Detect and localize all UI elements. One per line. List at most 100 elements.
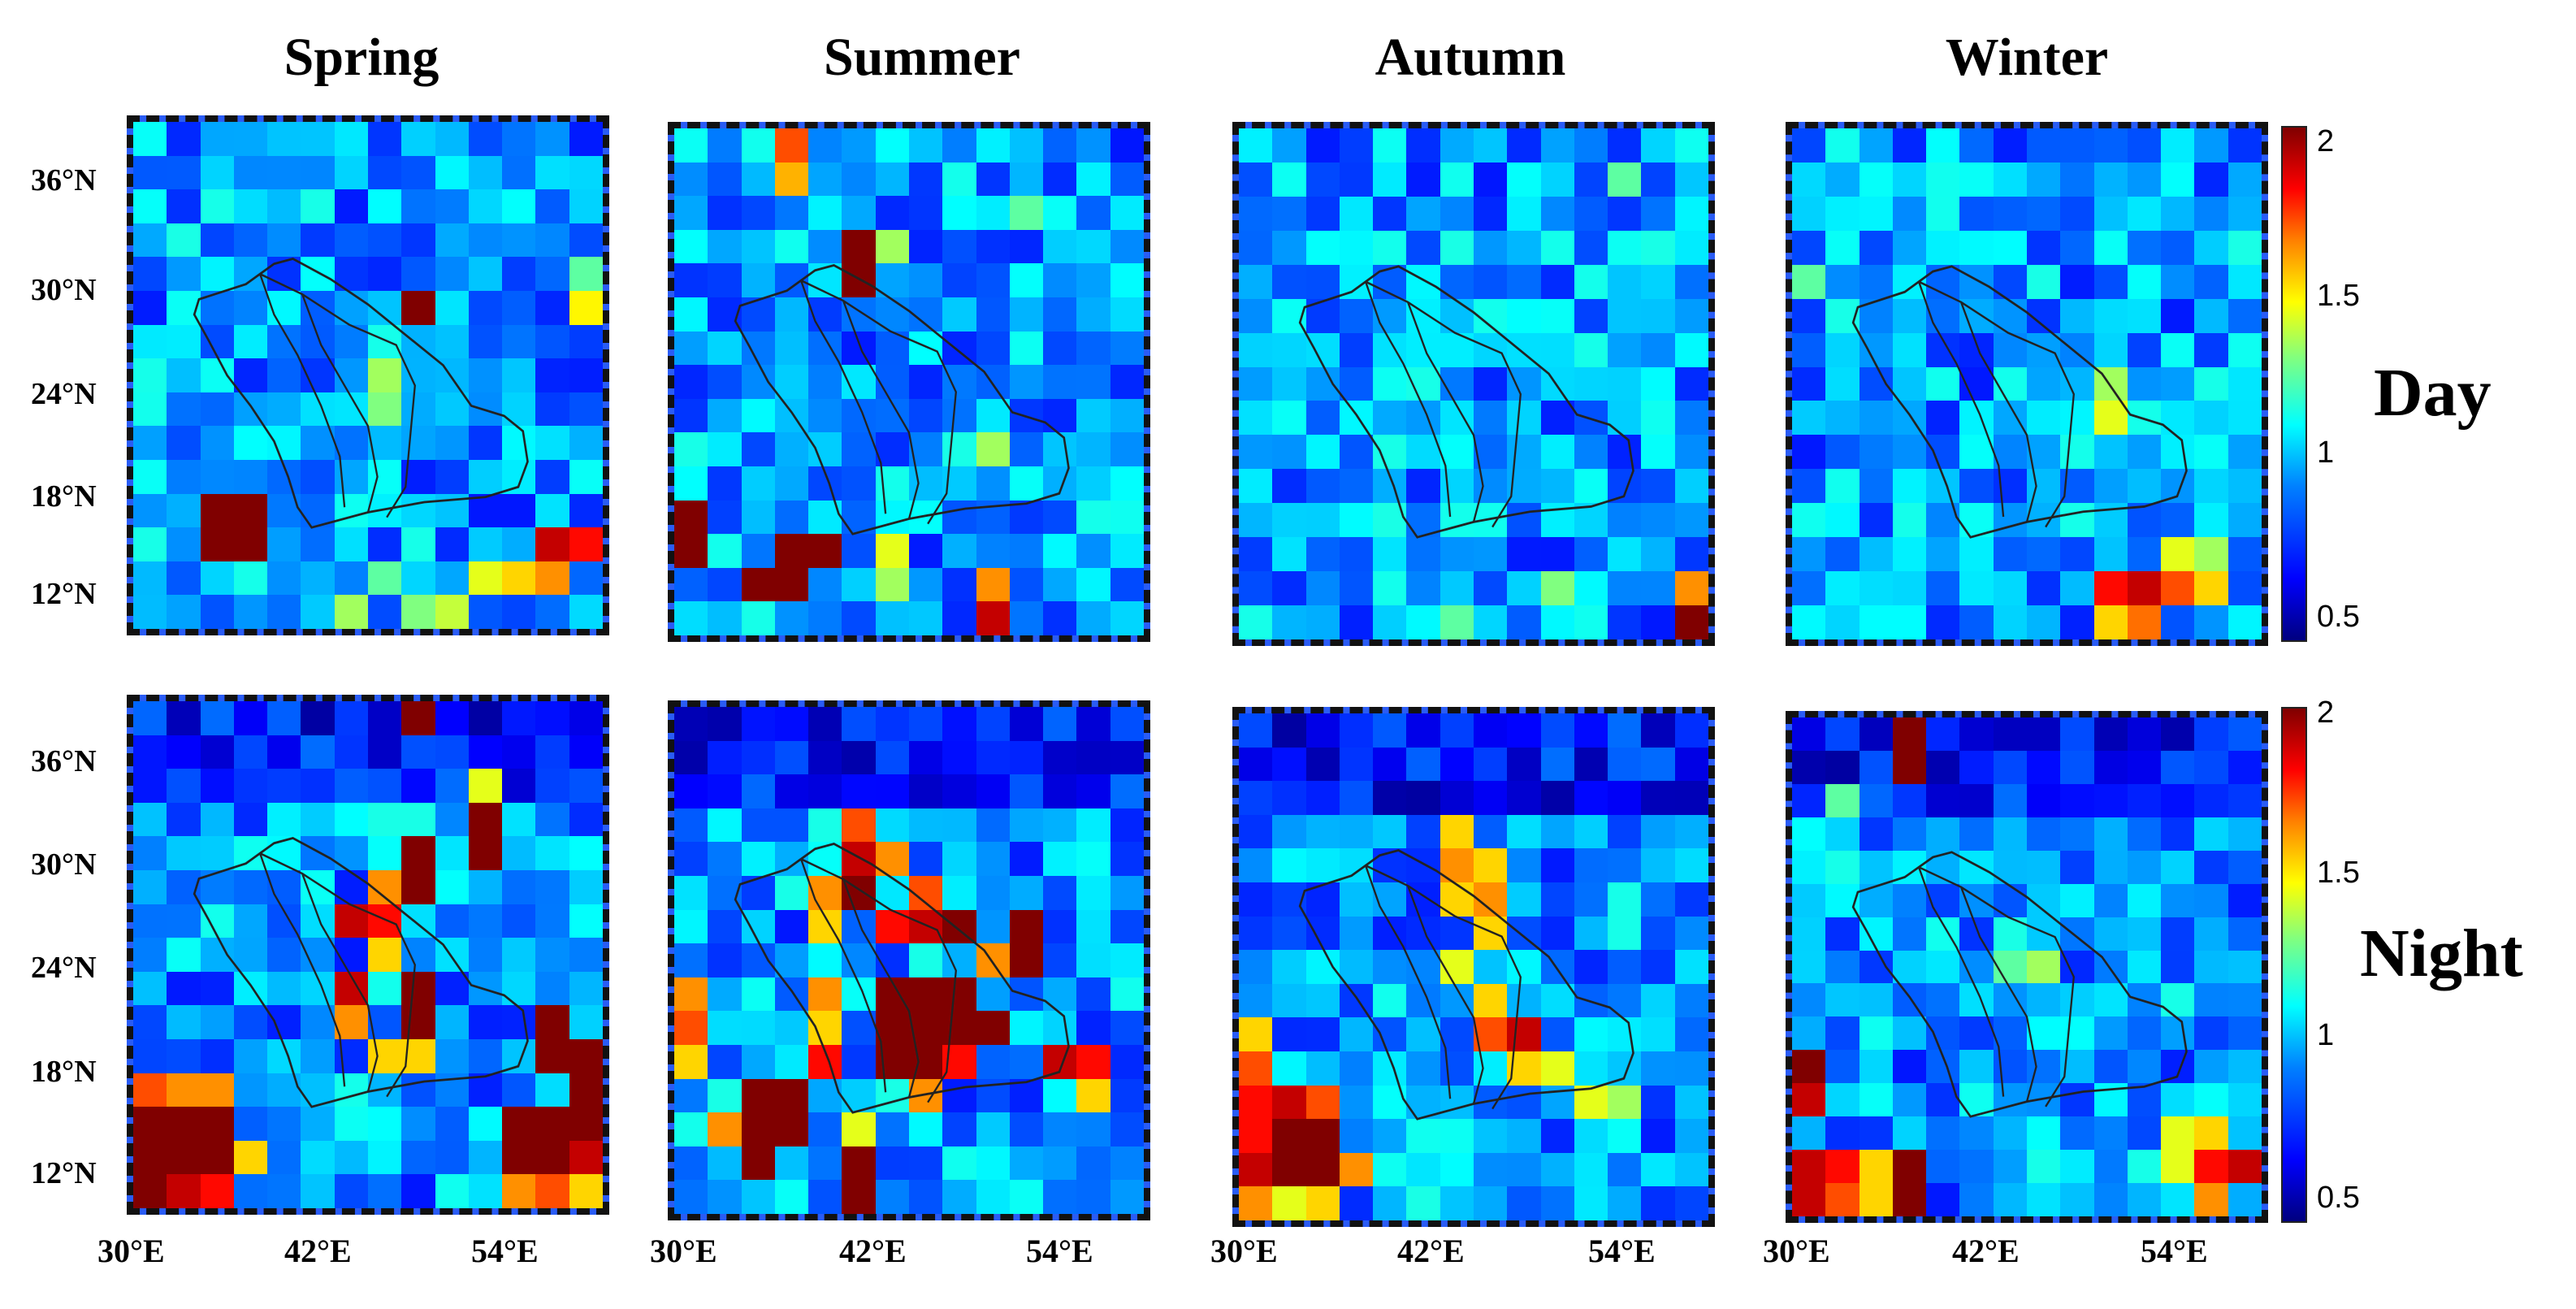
lon-label-54e-winter: 54°E [2141, 1233, 2208, 1269]
grid-cell [942, 398, 976, 433]
grid-cell [1110, 1112, 1144, 1146]
grid-cell [535, 459, 569, 494]
grid-cell [267, 802, 301, 837]
grid-cell [1892, 1050, 1927, 1084]
grid-cell [2194, 1116, 2228, 1151]
grid-cell [133, 769, 167, 803]
grid-cell [1043, 229, 1077, 264]
grid-cell [1993, 196, 2027, 231]
grid-cell [674, 943, 708, 977]
grid-cell [842, 567, 876, 602]
lon-label-30e-spring: 30°E [97, 1233, 165, 1269]
grid-cell [2127, 1116, 2162, 1151]
grid-cell [502, 836, 536, 870]
grid-cell [1674, 366, 1708, 401]
grid-cell [1009, 842, 1044, 876]
grid-cell [233, 527, 268, 561]
grid-cell [774, 1044, 809, 1079]
grid-cell [1076, 398, 1110, 433]
grid-cell [2161, 1116, 2195, 1151]
grid-cell [1825, 230, 1859, 265]
grid-cell [1926, 605, 1960, 639]
grid-cell [976, 466, 1010, 501]
grid-cell [2026, 162, 2061, 197]
grid-cell [842, 229, 876, 264]
grid-cell [708, 229, 742, 264]
grid-cell [1009, 1146, 1044, 1181]
grid-cell [367, 1107, 402, 1141]
grid-cell [133, 595, 167, 629]
grid-cell [1110, 365, 1144, 399]
grid-cell [2161, 883, 2195, 917]
grid-cell [167, 1174, 201, 1208]
grid-cell [502, 802, 536, 837]
grid-cell [1959, 605, 1994, 639]
grid-cell [1440, 366, 1474, 401]
grid-cell [233, 735, 268, 769]
grid-cell [808, 1011, 842, 1045]
grid-cell [1825, 1183, 1859, 1216]
grid-cell [1926, 1116, 1960, 1151]
grid-cell [1239, 230, 1273, 265]
grid-cell [2026, 717, 2061, 751]
grid-cell [1574, 713, 1608, 748]
grid-cell [1305, 983, 1340, 1018]
grid-cell [1993, 162, 2027, 197]
grid-cell [976, 1180, 1010, 1214]
grid-cell [535, 938, 569, 972]
grid-cell [1009, 432, 1044, 466]
grid-cell [1473, 128, 1508, 163]
grid-cell [1859, 717, 1893, 751]
grid-cell [2026, 750, 2061, 784]
grid-cell [233, 1005, 268, 1039]
grid-cell [1406, 781, 1440, 815]
grid-cell [708, 263, 742, 297]
grid-cell [1993, 717, 2027, 751]
grid-cell [1892, 750, 1927, 784]
grid-cell [468, 735, 503, 769]
grid-cell [708, 977, 742, 1012]
grid-cell [1272, 848, 1306, 882]
grid-cell [2194, 817, 2228, 851]
grid-cell [167, 1005, 201, 1039]
grid-cell [233, 595, 268, 629]
grid-cell [267, 735, 301, 769]
grid-cell [842, 162, 876, 197]
grid-cell [2227, 1050, 2262, 1084]
grid-cell [1043, 534, 1077, 568]
grid-cell [1110, 229, 1144, 264]
grid-cell [1674, 1051, 1708, 1086]
grid-cell [301, 1005, 335, 1039]
grid-cell [1825, 717, 1859, 751]
grid-cell [1043, 128, 1077, 163]
grid-cell [502, 122, 536, 156]
grid-cell [2127, 537, 2162, 572]
grid-cell [1043, 977, 1077, 1012]
grid-cell [1440, 537, 1474, 572]
grid-cell [2060, 750, 2094, 784]
grid-cell [502, 769, 536, 803]
grid-cell [435, 527, 469, 561]
colorbar-day-tick-1-5: 1.5 [2317, 279, 2360, 313]
grid-cell [1859, 537, 1893, 572]
grid-cell [842, 128, 876, 163]
grid-cell [2227, 366, 2262, 401]
grid-cell [708, 128, 742, 163]
grid-cell [1674, 605, 1708, 639]
grid-cell [1993, 1083, 2027, 1117]
grid-cell [1239, 128, 1273, 163]
grid-cell [1959, 850, 1994, 884]
grid-cell [1043, 500, 1077, 535]
grid-cell [674, 842, 708, 876]
grid-cell [502, 527, 536, 561]
grid-cell [233, 869, 268, 904]
grid-cell [301, 1038, 335, 1073]
grid-cell [133, 290, 167, 325]
grid-cell [1959, 783, 1994, 817]
grid-cell [1305, 747, 1340, 782]
grid-cell [301, 426, 335, 460]
grid-cell [1641, 435, 1675, 470]
grid-cell [1892, 1116, 1927, 1151]
grid-cell [1440, 503, 1474, 538]
grid-cell [502, 1140, 536, 1175]
